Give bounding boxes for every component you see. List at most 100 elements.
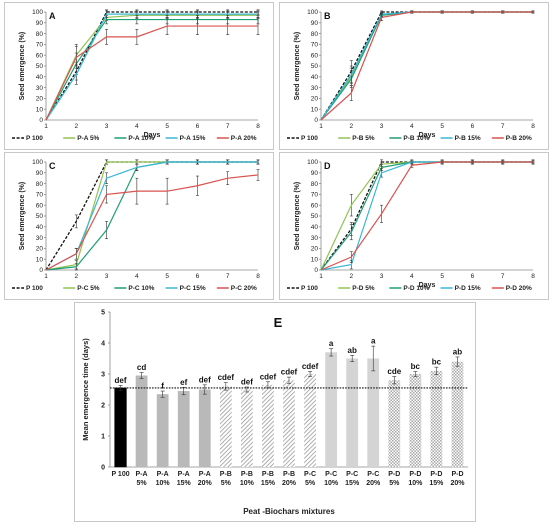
legend-entry: P-D 5% bbox=[352, 285, 375, 292]
panel-letter: B bbox=[324, 11, 331, 21]
x-tick-label: P-A bbox=[157, 471, 169, 478]
y-tick-label: 100 bbox=[307, 159, 318, 166]
series-line bbox=[45, 174, 259, 271]
y-tick-label: 50 bbox=[311, 213, 319, 220]
x-tick-label: 20% bbox=[282, 480, 297, 487]
x-tick-label: 8 bbox=[531, 123, 535, 130]
y-tick-label: 30 bbox=[311, 85, 319, 92]
panel-letter: C bbox=[49, 161, 56, 171]
series-a-4 bbox=[45, 17, 260, 121]
x-tick-label: 3 bbox=[105, 123, 109, 130]
x-tick-label: 6 bbox=[471, 123, 475, 130]
x-tick-label: 4 bbox=[135, 123, 139, 130]
x-tick-label: P-C bbox=[367, 471, 379, 478]
y-tick-label: 60 bbox=[311, 202, 319, 209]
series-line bbox=[45, 13, 258, 121]
y-tick-label: 0 bbox=[314, 117, 318, 124]
panel-frame bbox=[4, 152, 274, 300]
x-tick-label: P-A bbox=[136, 471, 148, 478]
legend-entry: P 100 bbox=[301, 285, 318, 292]
bar bbox=[367, 358, 380, 467]
y-tick-label: 20 bbox=[311, 246, 319, 253]
y-axis-label: Seed emergence (%) bbox=[19, 32, 26, 100]
x-tick-label: 10% bbox=[156, 480, 171, 487]
bar bbox=[451, 361, 464, 467]
bar bbox=[409, 374, 422, 467]
legend-entry: P-C 5% bbox=[77, 285, 100, 292]
y-tick-label: 70 bbox=[36, 42, 44, 49]
y-tick-label: 40 bbox=[36, 224, 44, 231]
panel-frame bbox=[4, 2, 274, 150]
y-tick-label: 90 bbox=[36, 170, 44, 177]
x-tick-label: 20% bbox=[198, 480, 213, 487]
x-tick-label: 6 bbox=[196, 273, 200, 280]
y-tick-label: 10 bbox=[311, 106, 319, 113]
y-axis-label: Seed emergence (%) bbox=[19, 182, 26, 250]
x-tick-label: 1 bbox=[319, 273, 323, 280]
series-line bbox=[45, 14, 258, 121]
significance-label: def bbox=[241, 378, 253, 387]
y-tick-label: 10 bbox=[311, 256, 319, 263]
x-tick-label: 2 bbox=[349, 123, 353, 130]
y-tick-label: 100 bbox=[32, 9, 43, 16]
chart-panel-e: E 0 1 2 3 4 5 Mean emergence time (days) Peat -B… bbox=[74, 302, 476, 522]
x-tick-label: P-B bbox=[283, 471, 295, 478]
y-axis-label: Mean emergence time (days) bbox=[81, 338, 90, 441]
x-tick-label: 5 bbox=[440, 273, 444, 280]
y-tick-label: 0 bbox=[39, 117, 43, 124]
x-tick-label: 10% bbox=[324, 480, 339, 487]
y-tick-label: 30 bbox=[36, 235, 44, 242]
significance-label: bc bbox=[411, 362, 421, 371]
x-tick-label: 20% bbox=[366, 480, 381, 487]
significance-label: a bbox=[371, 337, 376, 346]
y-tick-label: 100 bbox=[32, 159, 43, 166]
bar bbox=[283, 380, 295, 467]
y-tick-label: 80 bbox=[36, 181, 44, 188]
x-tick-label: P-B bbox=[220, 471, 232, 478]
significance-label: def bbox=[115, 376, 127, 385]
x-tick-label: 15% bbox=[261, 480, 276, 487]
bar bbox=[388, 380, 401, 467]
x-tick-label: 15% bbox=[429, 480, 444, 487]
bar bbox=[325, 352, 338, 467]
y-tick-label: 40 bbox=[311, 74, 319, 81]
x-tick-label: 2 bbox=[74, 123, 78, 130]
legend-entry: P-B 5% bbox=[352, 135, 375, 142]
x-tick-label: 7 bbox=[226, 273, 230, 280]
x-tick-label: 5% bbox=[137, 480, 148, 487]
y-tick-label: 50 bbox=[36, 63, 44, 70]
x-axis-label: Days bbox=[144, 132, 161, 139]
y-tick-label: 90 bbox=[36, 20, 44, 27]
x-tick-label: 6 bbox=[196, 123, 200, 130]
y-tick-label: 100 bbox=[307, 9, 318, 16]
x-tick-label: P-D bbox=[409, 471, 421, 478]
x-tick-label: 3 bbox=[380, 123, 384, 130]
x-tick-label: 3 bbox=[105, 273, 109, 280]
x-tick-label: 1 bbox=[319, 123, 323, 130]
x-axis-label: Days bbox=[419, 282, 436, 289]
x-axis-label: Days bbox=[419, 132, 436, 139]
x-axis-label: Peat -Biochars mixtures bbox=[243, 507, 335, 516]
bar bbox=[198, 389, 211, 467]
legend-entry: P-A 5% bbox=[77, 135, 99, 142]
x-tick-label: 5 bbox=[165, 123, 169, 130]
x-tick-label: 7 bbox=[226, 123, 230, 130]
bar bbox=[156, 394, 169, 467]
significance-label: ab bbox=[453, 347, 462, 356]
y-tick-label: 0 bbox=[39, 267, 43, 274]
y-tick-label: 30 bbox=[36, 85, 44, 92]
legend-entry: P-B 15% bbox=[455, 135, 481, 142]
bar bbox=[219, 386, 232, 467]
significance-label: bc bbox=[432, 358, 442, 367]
bar bbox=[430, 370, 443, 467]
bar bbox=[262, 384, 274, 467]
chart-panel-a: A 0 10 20 30 40 50 60 70 80 90 100 1 2 3 4 5 6 7 8 Seed emer… bbox=[4, 2, 274, 150]
panel-letter: E bbox=[274, 315, 283, 330]
significance-label: f bbox=[161, 382, 164, 391]
x-tick-label: 5 bbox=[440, 123, 444, 130]
x-tick-label: 5 bbox=[165, 273, 169, 280]
x-tick-label: 1 bbox=[44, 123, 48, 130]
panel-frame bbox=[279, 152, 549, 300]
y-tick-label: 10 bbox=[36, 256, 44, 263]
y-tick-label: 30 bbox=[311, 235, 319, 242]
